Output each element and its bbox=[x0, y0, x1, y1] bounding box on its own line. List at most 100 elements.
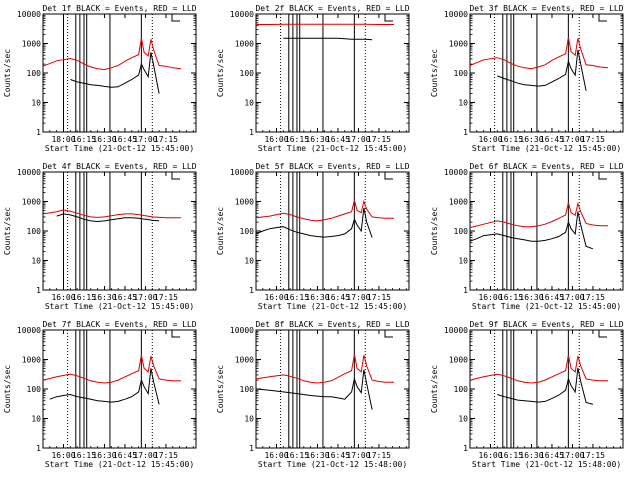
y-tick-label: 10 bbox=[244, 99, 254, 108]
x-tick-label: 17:15 bbox=[581, 451, 605, 460]
x-tick-label: 17:00 bbox=[133, 451, 157, 460]
panel-8: Det 8f BLACK = Events, RED = LLD 1 10 100 10… bbox=[216, 320, 410, 469]
corner-glyph bbox=[384, 14, 393, 22]
x-tick-label: 17:15 bbox=[581, 135, 605, 144]
chart-title: Det 9f BLACK = Events, RED = LLD bbox=[469, 320, 623, 329]
x-tick-label: 16:15 bbox=[285, 135, 309, 144]
series-line-events bbox=[56, 213, 160, 223]
y-axis-label: Counts/sec bbox=[430, 49, 439, 97]
y-axis-label: Counts/sec bbox=[216, 49, 225, 97]
x-tick-label: 16:30 bbox=[305, 451, 329, 460]
series-line-events bbox=[283, 37, 373, 41]
plot-frame bbox=[42, 329, 197, 449]
y-tick-label: 10000 bbox=[230, 326, 254, 335]
y-tick-label: 10 bbox=[244, 257, 254, 266]
x-tick-label: 16:00 bbox=[478, 293, 502, 302]
x-axis-label: Start Time (21-Oct-12 15:45:00) bbox=[45, 144, 194, 153]
x-tick-label: 16:00 bbox=[51, 451, 75, 460]
y-tick-label: 10 bbox=[458, 415, 468, 424]
x-tick-label: 17:00 bbox=[560, 293, 584, 302]
x-tick-label: 16:30 bbox=[305, 293, 329, 302]
x-tick-label: 17:00 bbox=[133, 135, 157, 144]
series-line-lld bbox=[469, 355, 608, 384]
series-line-events bbox=[469, 211, 594, 250]
y-tick-label: 10 bbox=[458, 257, 468, 266]
y-tick-label: 1 bbox=[36, 444, 41, 453]
x-tick-label: 16:45 bbox=[113, 135, 137, 144]
chart-title: Det 5f BLACK = Events, RED = LLD bbox=[255, 162, 409, 171]
x-tick-label: 16:15 bbox=[499, 451, 523, 460]
x-tick-label: 16:00 bbox=[51, 293, 75, 302]
y-tick-label: 10000 bbox=[17, 10, 41, 19]
x-tick-label: 17:15 bbox=[367, 293, 391, 302]
y-tick-label: 1000 bbox=[22, 198, 41, 207]
corner-glyph bbox=[598, 172, 607, 180]
plot-frame bbox=[469, 13, 624, 133]
x-tick-label: 16:30 bbox=[92, 135, 116, 144]
y-tick-label: 100 bbox=[454, 227, 469, 236]
series-line-lld bbox=[255, 354, 394, 384]
plot-frame bbox=[255, 329, 410, 449]
series-line-lld bbox=[469, 37, 609, 70]
y-tick-label: 10000 bbox=[444, 168, 468, 177]
series-line-lld bbox=[469, 201, 608, 229]
x-tick-label: 16:15 bbox=[285, 293, 309, 302]
y-tick-label: 1 bbox=[463, 128, 468, 137]
chart-title: Det 6f BLACK = Events, RED = LLD bbox=[469, 162, 623, 171]
y-tick-label: 100 bbox=[454, 385, 469, 394]
x-axis-label: Start Time (21-Oct-12 15:45:00) bbox=[472, 144, 621, 153]
y-tick-label: 1 bbox=[249, 128, 254, 137]
x-tick-label: 16:15 bbox=[499, 135, 523, 144]
chart-title: Det 2f BLACK = Events, RED = LLD bbox=[255, 4, 409, 13]
y-axis-label: Counts/sec bbox=[216, 365, 225, 413]
x-tick-label: 16:45 bbox=[113, 451, 137, 460]
y-axis-label: Counts/sec bbox=[3, 207, 12, 255]
series-line-lld bbox=[255, 199, 394, 222]
series-line-events bbox=[49, 368, 160, 405]
plot-frame bbox=[42, 171, 197, 291]
x-tick-label: 17:00 bbox=[560, 451, 584, 460]
x-tick-label: 16:15 bbox=[72, 135, 96, 144]
y-tick-label: 1000 bbox=[449, 356, 468, 365]
panel-1: Det 1f BLACK = Events, RED = LLD 1 10 100 10… bbox=[3, 4, 197, 153]
y-tick-label: 1000 bbox=[235, 356, 254, 365]
x-tick-label: 16:45 bbox=[113, 293, 137, 302]
plot-frame bbox=[469, 329, 624, 449]
plot-frame bbox=[469, 171, 624, 291]
x-tick-label: 16:15 bbox=[499, 293, 523, 302]
x-tick-label: 17:15 bbox=[154, 293, 178, 302]
x-tick-label: 16:15 bbox=[72, 451, 96, 460]
series-line-events bbox=[255, 207, 373, 238]
y-tick-label: 10 bbox=[31, 257, 41, 266]
x-tick-label: 16:30 bbox=[92, 451, 116, 460]
x-tick-label: 16:30 bbox=[519, 135, 543, 144]
series-line-lld bbox=[42, 38, 182, 71]
y-tick-label: 10000 bbox=[230, 10, 254, 19]
x-tick-label: 16:15 bbox=[285, 451, 309, 460]
panel-9: Det 9f BLACK = Events, RED = LLD 1 10 100 10… bbox=[430, 320, 624, 469]
x-tick-label: 16:30 bbox=[92, 293, 116, 302]
panel-6: Det 6f BLACK = Events, RED = LLD 1 10 100 10… bbox=[430, 162, 624, 311]
plot-frame bbox=[42, 13, 197, 133]
x-tick-label: 17:00 bbox=[560, 135, 584, 144]
x-tick-label: 17:00 bbox=[346, 293, 370, 302]
series-line-events bbox=[497, 49, 587, 91]
chart-title: Det 1f BLACK = Events, RED = LLD bbox=[42, 4, 196, 13]
x-tick-label: 17:15 bbox=[154, 135, 178, 144]
y-tick-label: 1 bbox=[36, 128, 41, 137]
y-axis-label: Counts/sec bbox=[3, 365, 12, 413]
chart-title: Det 4f BLACK = Events, RED = LLD bbox=[42, 162, 196, 171]
series-line-lld bbox=[42, 355, 181, 384]
plot-frame bbox=[255, 171, 410, 291]
y-tick-label: 100 bbox=[240, 227, 255, 236]
y-tick-label: 10 bbox=[244, 415, 254, 424]
x-tick-label: 16:45 bbox=[540, 135, 564, 144]
x-tick-label: 16:00 bbox=[478, 451, 502, 460]
panel-2: Det 2f BLACK = Events, RED = LLD 1 10 100 10… bbox=[216, 4, 410, 153]
chart-title: Det 8f BLACK = Events, RED = LLD bbox=[255, 320, 409, 329]
y-tick-label: 10 bbox=[31, 99, 41, 108]
x-tick-label: 17:15 bbox=[581, 293, 605, 302]
corner-glyph bbox=[598, 330, 607, 338]
x-tick-label: 16:45 bbox=[540, 451, 564, 460]
